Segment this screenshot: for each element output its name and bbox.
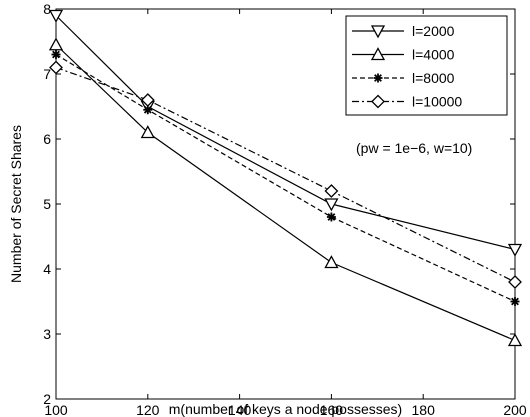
series-line-2 [55, 44, 516, 342]
legend-marker [370, 47, 386, 61]
x-tick-label: 100 [44, 402, 68, 417]
legend-marker [373, 73, 383, 83]
legend-label: l=2000 [412, 23, 455, 39]
series-line-4 [55, 66, 516, 283]
chart-annotation: (pw = 1e−6, w=10) [356, 140, 472, 156]
legend: l=2000 l=4000 l=8000 l=10000 [345, 15, 508, 116]
data-point-marker [507, 243, 523, 257]
y-tick-label: 6 [43, 131, 51, 147]
data-point-marker [508, 275, 522, 289]
legend-marker [371, 94, 385, 109]
data-point-marker [51, 50, 61, 59]
data-point-marker [507, 333, 523, 347]
y-tick-label: 2 [43, 391, 51, 407]
y-tick-label: 3 [43, 326, 51, 342]
x-tick-label: 180 [412, 402, 436, 417]
legend-item: l=10000 [352, 94, 462, 110]
axis-ticks: 100 120 140 160 180 200 2 3 4 5 6 7 8 [43, 1, 527, 417]
data-point-marker [48, 9, 64, 23]
data-point-marker [49, 60, 63, 75]
data-point-marker [326, 212, 336, 222]
data-point-marker [140, 125, 155, 139]
x-tick-label: 140 [228, 402, 252, 417]
series-line-3 [55, 53, 516, 303]
data-point-marker [324, 198, 339, 212]
y-axis-title: Number of Secret Shares [8, 125, 24, 283]
legend-label: l=4000 [412, 47, 455, 63]
series-line-1 [55, 15, 516, 251]
legend-item: l=8000 [352, 70, 455, 86]
y-tick-label: 4 [43, 261, 51, 277]
x-axis-title: m(number of keys a node possesses) [169, 401, 402, 417]
legend-item: l=4000 [352, 47, 455, 63]
data-point-marker [324, 255, 339, 269]
x-tick-label: 120 [136, 402, 160, 417]
y-tick-label: 5 [43, 196, 51, 212]
series-lines [55, 15, 516, 342]
y-tick-label: 7 [43, 66, 51, 82]
legend-box [345, 15, 508, 116]
data-point-marker [48, 37, 64, 51]
series-markers [48, 9, 523, 347]
legend-marker [370, 25, 386, 39]
data-point-marker [510, 297, 520, 306]
x-tick-label: 160 [320, 402, 344, 417]
data-point-marker [324, 184, 339, 198]
legend-item: l=2000 [352, 23, 455, 39]
legend-label: l=10000 [412, 94, 462, 110]
legend-label: l=8000 [412, 70, 455, 86]
data-point-marker [140, 93, 155, 107]
x-tick-label: 200 [503, 402, 527, 417]
y-tick-label: 8 [43, 1, 51, 17]
